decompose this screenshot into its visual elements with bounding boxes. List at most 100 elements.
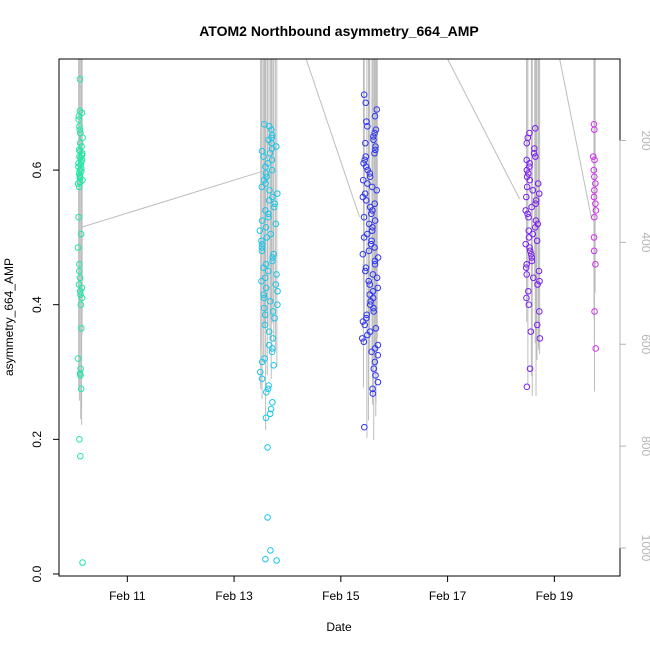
data-point-group2	[266, 149, 274, 157]
data-point-group2	[272, 220, 280, 228]
x-tick-label: Feb 15	[322, 589, 360, 603]
data-point-group5	[592, 261, 599, 268]
data-point-group3	[360, 234, 368, 241]
data-point-group4	[524, 210, 531, 218]
data-point-group1	[75, 267, 83, 275]
y-tick-label: 0.2	[30, 431, 44, 448]
data-point-group5	[592, 207, 600, 214]
data-point-group3	[366, 173, 374, 181]
depth-tick-label: 1000	[639, 535, 650, 562]
data-point-group4	[526, 160, 533, 167]
data-point-group1	[76, 436, 83, 443]
data-point-group4	[523, 183, 531, 191]
data-point-group4	[532, 200, 539, 208]
data-point-group5	[591, 156, 598, 164]
data-point-group4	[532, 153, 539, 160]
data-point-group2	[269, 257, 276, 265]
data-point-group1	[77, 291, 84, 298]
data-point-group2	[258, 240, 266, 248]
data-point-group2	[262, 284, 270, 292]
data-point-group3	[370, 133, 377, 140]
data-point-group1	[76, 139, 84, 147]
data-point-group1	[76, 75, 84, 83]
data-point-group4	[522, 264, 530, 271]
data-point-group1	[77, 365, 84, 372]
points-layer	[74, 75, 600, 566]
data-point-group2	[270, 250, 277, 258]
data-point-group3	[372, 324, 380, 332]
data-point-group3	[362, 153, 370, 160]
data-point-group2	[269, 193, 276, 201]
x-tick-label: Feb 13	[215, 589, 253, 603]
data-point-group5	[590, 166, 598, 174]
data-point-group3	[369, 271, 377, 278]
data-point-group1	[76, 126, 84, 133]
data-point-group2	[260, 294, 268, 302]
data-point-group3	[366, 170, 374, 177]
data-point-group2	[256, 368, 264, 376]
data-point-group2	[262, 555, 269, 563]
data-point-group3	[360, 91, 368, 98]
data-point-group3	[358, 335, 366, 342]
data-point-group3	[361, 423, 368, 431]
data-point-group2	[265, 328, 273, 335]
data-point-group3	[370, 304, 377, 312]
y-tick-label: 0.4	[30, 296, 44, 313]
data-point-group4	[529, 186, 537, 194]
data-point-group3	[367, 298, 374, 305]
data-point-group4	[527, 328, 535, 335]
data-point-group2	[272, 281, 280, 288]
data-point-group2	[261, 321, 269, 329]
data-point-group3	[362, 264, 370, 271]
data-point-group2	[266, 410, 274, 418]
data-point-group4	[522, 240, 530, 248]
data-point-group3	[364, 123, 371, 130]
data-point-group3	[370, 365, 378, 372]
data-point-group2	[260, 291, 268, 298]
data-point-group4	[534, 180, 542, 187]
data-point-group2	[262, 170, 270, 177]
data-point-group2	[258, 247, 266, 255]
data-point-group1	[77, 385, 85, 393]
data-point-group4	[533, 321, 541, 329]
data-point-group2	[269, 345, 276, 352]
depth-tick-label: 800	[639, 436, 650, 456]
data-point-group3	[366, 291, 374, 298]
data-point-group3	[364, 331, 371, 339]
data-point-group2	[264, 514, 271, 521]
data-point-group2	[268, 348, 276, 356]
data-point-group3	[362, 267, 369, 275]
data-point-group4	[528, 203, 535, 211]
data-point-group2	[265, 213, 272, 221]
data-point-group3	[368, 237, 375, 245]
data-point-group2	[267, 405, 275, 413]
data-point-group3	[362, 99, 370, 107]
data-point-group4	[525, 287, 532, 295]
data-point-group4	[527, 250, 535, 258]
transit-line-3	[447, 58, 521, 200]
data-point-group4	[525, 227, 533, 234]
data-point-group2	[261, 311, 269, 319]
depth-tick-label: 400	[639, 232, 650, 252]
data-point-group3	[374, 351, 382, 359]
data-point-group2	[268, 156, 276, 164]
data-point-group4	[525, 234, 533, 241]
data-point-group4	[535, 267, 543, 275]
data-point-group3	[371, 261, 379, 268]
data-point-group3	[359, 193, 367, 201]
data-point-group5	[591, 186, 598, 194]
data-point-group3	[372, 143, 379, 150]
data-point-group3	[374, 378, 382, 386]
data-point-group5	[592, 180, 599, 187]
data-point-group3	[371, 244, 378, 251]
data-point-group3	[362, 163, 370, 171]
data-point-group2	[264, 444, 271, 451]
data-point-group2	[258, 277, 265, 285]
data-point-group2	[269, 335, 277, 342]
data-point-group3	[359, 176, 367, 184]
data-point-group4	[522, 207, 530, 214]
data-point-group3	[361, 321, 369, 329]
data-point-group2	[262, 163, 269, 171]
data-point-group2	[258, 183, 266, 191]
